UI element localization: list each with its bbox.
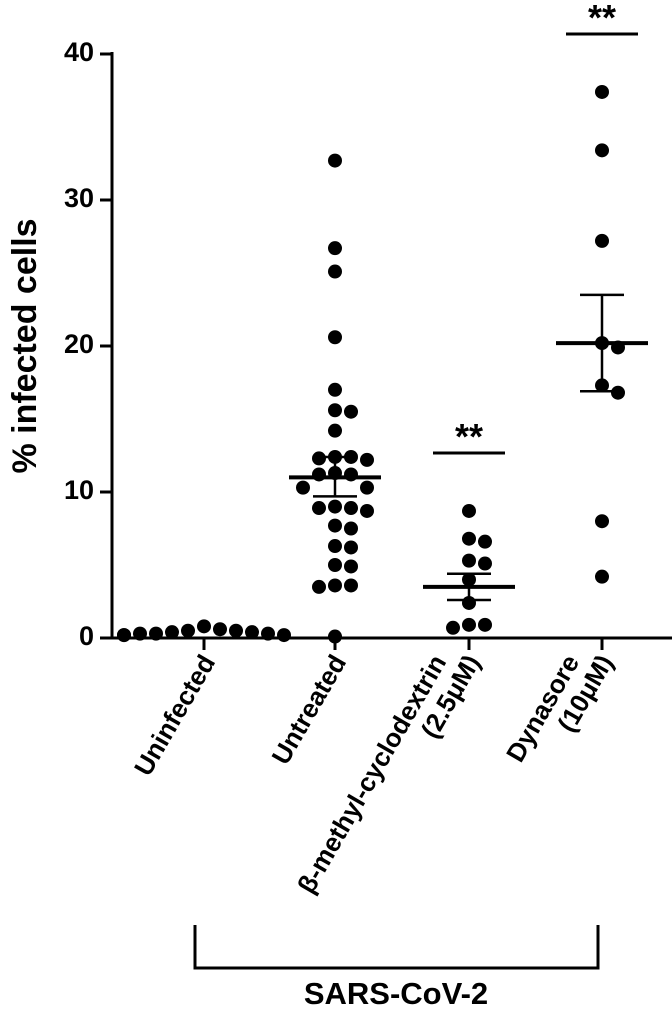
data-point — [328, 330, 342, 345]
data-point — [165, 625, 179, 640]
data-point — [462, 531, 476, 546]
y-tick-label: 40 — [64, 37, 94, 67]
data-point — [462, 503, 476, 518]
data-point — [611, 385, 625, 400]
x-tick-label: Untreated — [265, 649, 352, 769]
data-point — [462, 553, 476, 568]
data-point — [245, 625, 259, 640]
data-point — [462, 617, 476, 632]
data-point — [344, 540, 358, 555]
data-point — [229, 623, 243, 638]
data-point — [595, 233, 609, 248]
y-tick-label: 30 — [64, 183, 94, 213]
data-point — [344, 578, 358, 593]
data-point — [213, 622, 227, 637]
data-point — [328, 241, 342, 256]
data-point — [312, 451, 326, 466]
sars-cov-2-bracket: SARS-CoV-2 — [193, 925, 600, 1011]
data-point — [328, 403, 342, 418]
data-point — [328, 153, 342, 168]
data-point — [261, 626, 275, 641]
data-point — [595, 569, 609, 584]
data-point — [328, 558, 342, 572]
bracket-label: SARS-CoV-2 — [304, 976, 488, 1011]
data-point — [328, 518, 342, 533]
data-point — [328, 382, 342, 397]
bracket-line — [193, 925, 600, 970]
data-point — [344, 521, 358, 536]
data-point — [328, 578, 342, 593]
y-tick-label: 10 — [64, 475, 94, 505]
data-point — [117, 628, 131, 643]
data-point — [328, 499, 342, 514]
data-point — [328, 539, 342, 554]
data-point — [344, 559, 358, 574]
data-point — [360, 480, 374, 495]
data-point — [312, 579, 326, 594]
data-point — [446, 620, 460, 635]
data-point — [328, 264, 342, 279]
data-point — [149, 626, 163, 641]
y-tick-label: 0 — [79, 621, 94, 651]
data-point — [595, 514, 609, 529]
data-point — [312, 501, 326, 516]
chart-marks: ** ** — [117, 0, 648, 644]
data-point — [181, 623, 195, 638]
data-point — [133, 626, 147, 641]
x-tick-label: Uninfected — [128, 649, 221, 780]
significance-label: ** — [455, 416, 483, 457]
data-point — [328, 423, 342, 438]
data-point — [296, 480, 310, 495]
data-point — [197, 619, 211, 634]
data-point — [595, 143, 609, 158]
data-point — [478, 556, 492, 571]
data-point — [478, 617, 492, 632]
data-point — [277, 628, 291, 643]
data-point — [344, 404, 358, 419]
y-axis-label: % infected cells — [6, 218, 44, 473]
axis-labels: % infected cells — [6, 218, 44, 473]
data-point — [478, 534, 492, 549]
y-tick-label: 20 — [64, 329, 94, 359]
data-point — [328, 629, 342, 644]
data-point — [360, 503, 374, 518]
significance-label: ** — [588, 0, 616, 38]
data-point — [360, 452, 374, 467]
data-point — [595, 84, 609, 99]
data-point — [344, 501, 358, 516]
